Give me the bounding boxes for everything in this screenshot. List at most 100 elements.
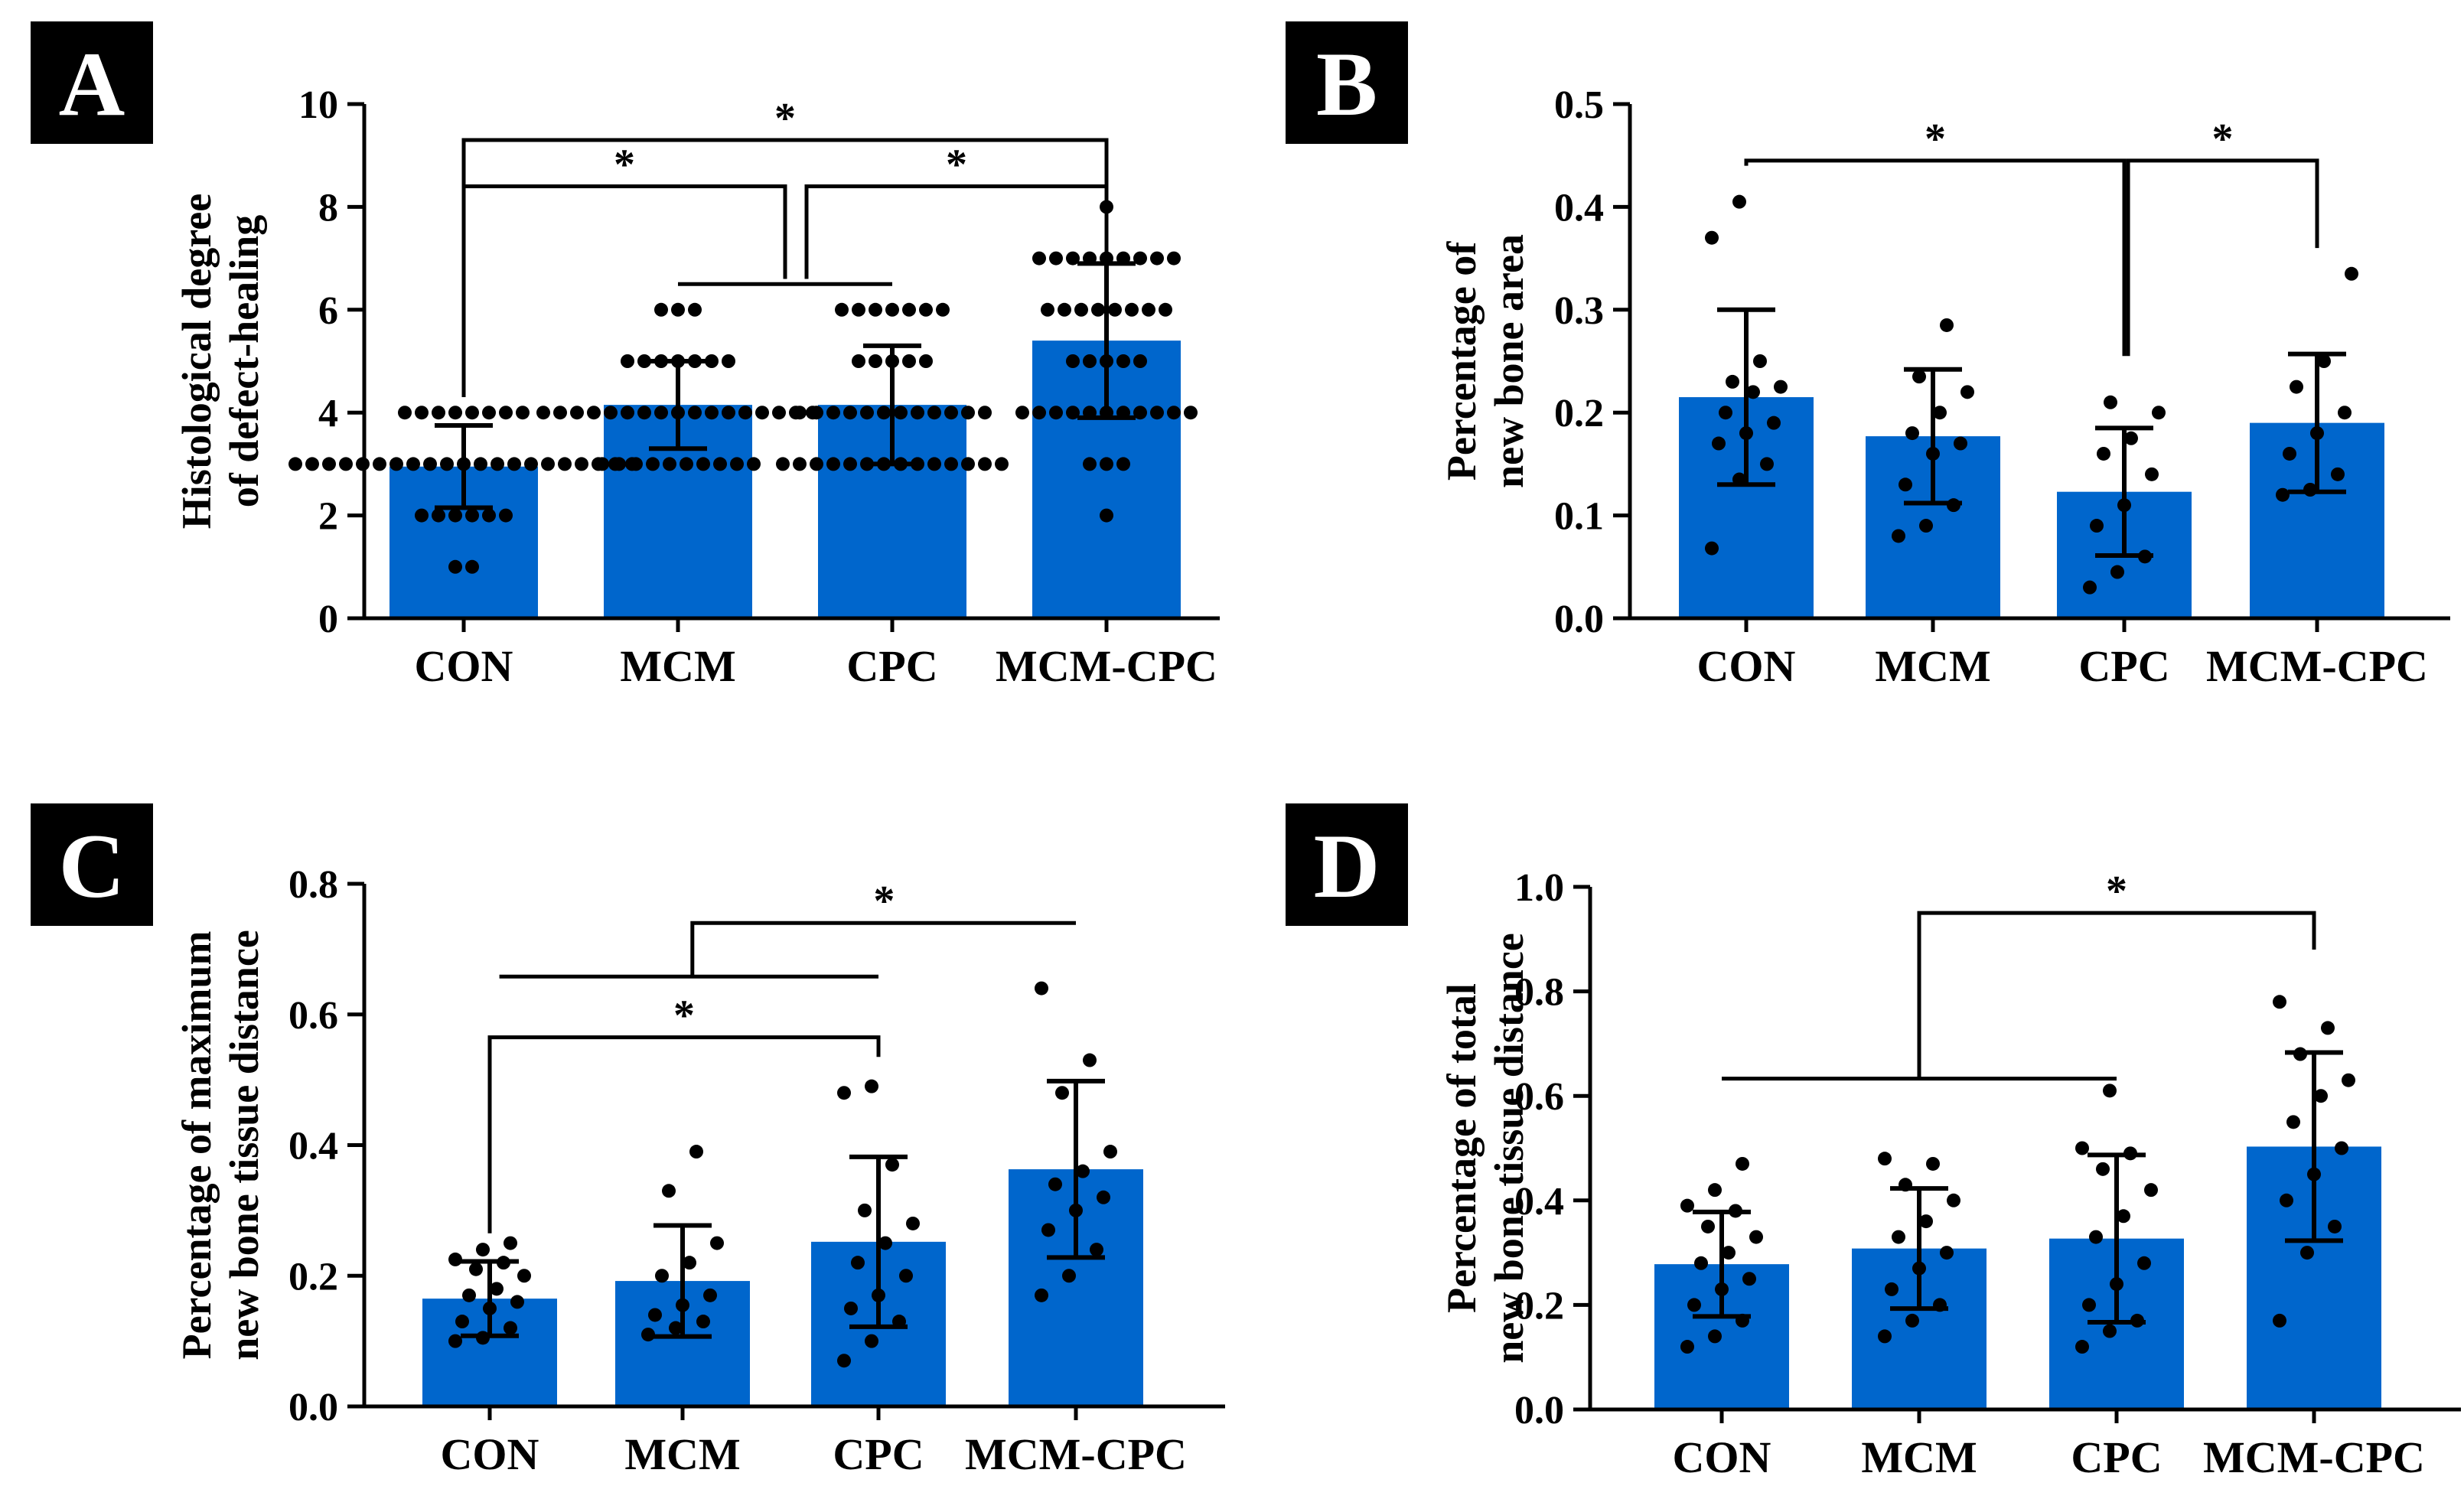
data-point [655, 1269, 669, 1283]
data-point [612, 457, 626, 471]
data-point [465, 406, 479, 420]
data-point [1753, 354, 1767, 368]
data-point [865, 1334, 878, 1348]
y-tick-label: 0.0 [288, 1386, 338, 1429]
data-point [860, 406, 874, 420]
data-point [1015, 406, 1029, 420]
significance-bracket [690, 921, 1076, 977]
data-point [1905, 426, 1919, 441]
data-point [1919, 519, 1933, 533]
data-point [2089, 1230, 2103, 1244]
data-point [482, 406, 496, 420]
category-label: MCM [1875, 641, 1990, 691]
y-axis-title: Percentage of totalnew bone tissue dista… [1439, 933, 1532, 1364]
data-point [2300, 1246, 2314, 1260]
data-point [688, 406, 702, 420]
data-point [448, 559, 462, 574]
data-point [1933, 406, 1947, 420]
data-point [654, 406, 668, 420]
data-point [1919, 1214, 1933, 1229]
data-point [911, 406, 924, 420]
data-point [1926, 446, 1940, 461]
panel-d: D 0.0 0.2 0.4 0.6 0.8 1.0 CON MCM CPC MCM-CPC Perce… [1286, 803, 2461, 1482]
data-point [1159, 302, 1172, 317]
data-point [869, 302, 882, 317]
data-point [826, 457, 840, 471]
data-point [730, 457, 744, 471]
data-point [1732, 472, 1746, 487]
data-point [491, 457, 504, 471]
data-point [1069, 1203, 1083, 1217]
data-point [860, 457, 874, 471]
y-tick-label: 0.2 [288, 1255, 338, 1299]
data-point [826, 406, 840, 420]
data-point [843, 457, 857, 471]
data-point [1892, 1230, 1905, 1244]
data-point [2273, 995, 2286, 1009]
data-point [637, 406, 651, 420]
y-tick-label: 6 [318, 289, 338, 333]
data-point [455, 1315, 469, 1329]
data-point [482, 508, 496, 523]
y-axis-title: Histological degreeof defect-healing [174, 194, 267, 529]
y-tick-label: 0.2 [1514, 1284, 1564, 1328]
data-point [504, 1321, 517, 1335]
data-point [852, 354, 865, 368]
data-point [877, 457, 891, 471]
data-point [654, 354, 668, 368]
data-point [641, 1328, 655, 1342]
data-point [2096, 1162, 2110, 1176]
panel-letter: B [1316, 33, 1377, 135]
data-point [448, 406, 462, 420]
category-label: CON [415, 641, 513, 691]
y-axis-title-line: Percentage of [1439, 241, 1485, 481]
data-point [1091, 302, 1105, 317]
data-point [2328, 1219, 2342, 1233]
data-point [919, 302, 933, 317]
data-point [457, 457, 471, 471]
data-point [1701, 1219, 1715, 1233]
y-tick-label: 0.4 [1514, 1180, 1564, 1224]
data-point [810, 457, 823, 471]
panel-b: B 0.0 0.1 0.2 0.3 0.4 0.5 CON MCM CPC MCM-CPC Perce… [1286, 21, 2450, 691]
y-tick-label: 0.4 [1554, 186, 1604, 230]
data-point [2083, 580, 2097, 595]
data-point [1878, 1152, 1892, 1166]
data-point [2138, 549, 2152, 564]
data-point [851, 1256, 865, 1270]
data-point [2317, 354, 2331, 368]
data-point [497, 1256, 510, 1270]
panel-letter-box [1286, 803, 1408, 926]
y-axis-title-line: new bone area [1486, 234, 1532, 488]
data-point [322, 457, 336, 471]
data-point [432, 406, 445, 420]
data-point [595, 457, 609, 471]
data-point [2307, 1167, 2321, 1181]
data-point [1899, 1178, 1912, 1192]
data-point [1947, 498, 1960, 513]
data-point [936, 302, 950, 317]
data-point [483, 1301, 497, 1315]
data-point [1041, 1223, 1055, 1237]
data-point [843, 406, 857, 420]
data-point [288, 457, 302, 471]
data-point [1090, 1243, 1103, 1257]
data-point [927, 457, 941, 471]
data-point [629, 457, 643, 471]
data-point [462, 1288, 476, 1302]
category-label: MCM [624, 1429, 740, 1479]
data-point [1066, 251, 1080, 266]
data-point [1926, 1156, 1940, 1171]
data-point [1680, 1198, 1694, 1213]
data-point [902, 354, 916, 368]
data-point [1055, 1086, 1069, 1100]
data-point [1739, 426, 1753, 441]
data-point [877, 406, 891, 420]
data-point [2117, 498, 2131, 513]
data-point [1885, 1282, 1899, 1296]
data-point [906, 1216, 920, 1230]
data-point [339, 457, 353, 471]
data-point [2152, 406, 2166, 420]
data-point [705, 354, 719, 368]
